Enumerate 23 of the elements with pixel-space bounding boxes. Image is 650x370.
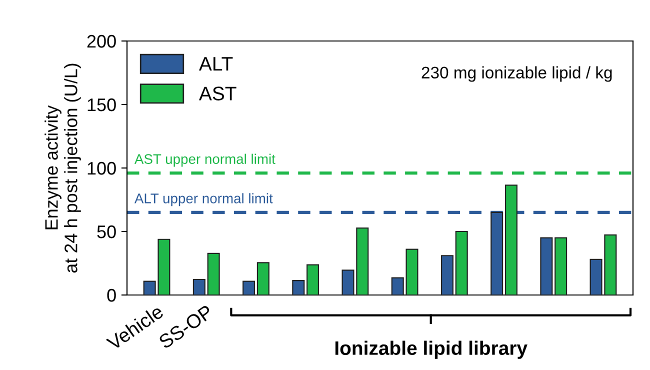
y-tick-label: 200: [87, 34, 116, 48]
annotation: 230 mg ionizable lipid / kg: [422, 66, 612, 82]
y-tick-label: 0: [107, 288, 116, 302]
bar: [306, 264, 320, 295]
bar: [554, 237, 568, 295]
bar: [540, 237, 553, 295]
bar: [504, 184, 518, 295]
y-tick-label: 100: [88, 162, 116, 175]
ref-line-label: AST upper normal limit: [134, 154, 276, 167]
y-tick-label: 50: [97, 225, 116, 238]
bar: [207, 252, 220, 295]
bar: [292, 280, 305, 295]
y-axis-title: Enzyme activity at 24 h post injection (U/L): [44, 64, 81, 273]
bar: [256, 262, 270, 295]
ref-line-label: ALT upper normal limit: [134, 193, 273, 206]
bar: [192, 278, 206, 295]
bar: [242, 280, 256, 295]
legend-label: AST: [198, 86, 236, 100]
y-tick-label: 150: [88, 98, 116, 112]
text: Ionizable lipid library: [335, 340, 528, 359]
legend-label: ALT: [198, 57, 233, 71]
bar: [440, 255, 454, 295]
bar: [455, 230, 468, 295]
